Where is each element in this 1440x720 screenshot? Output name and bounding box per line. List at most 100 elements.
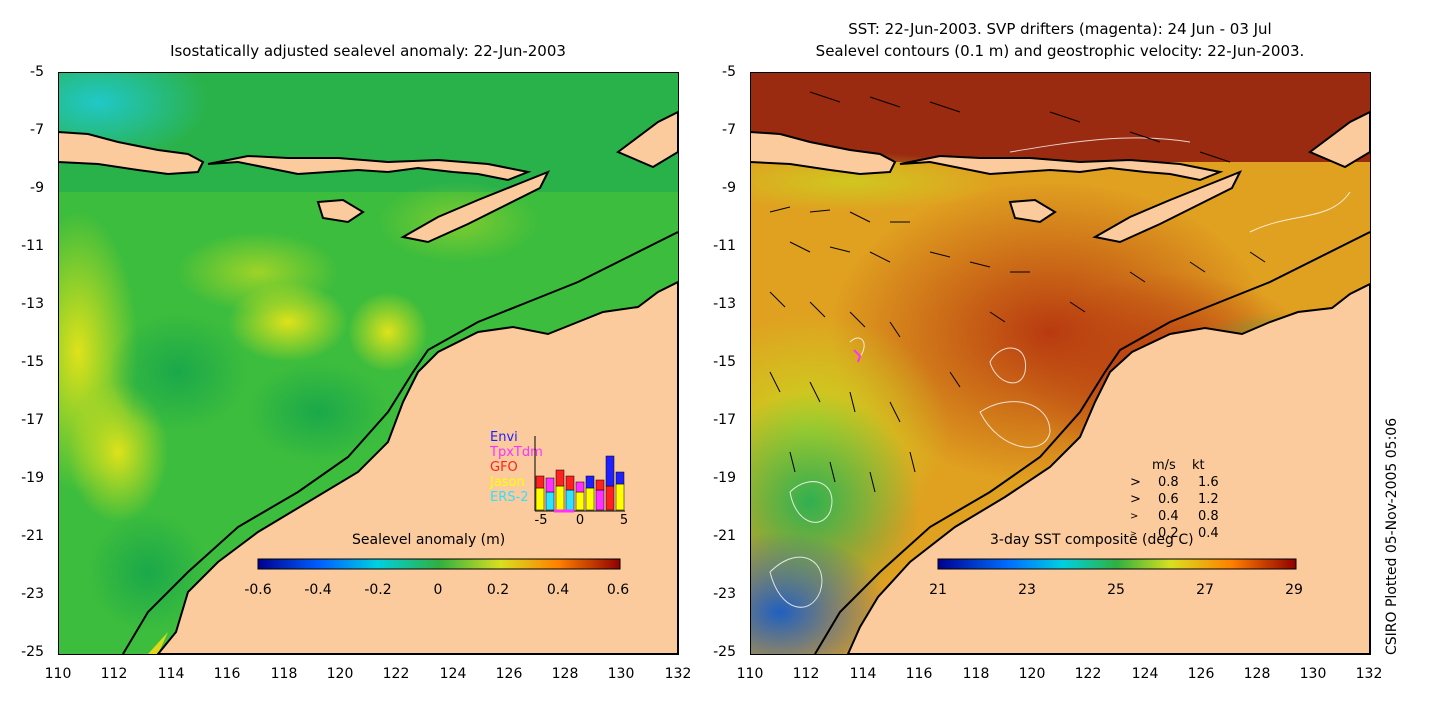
right-x-tick: 130 (1299, 666, 1327, 682)
left-x-tick: 122 (382, 666, 410, 682)
histogram-tick: 5 (619, 513, 629, 528)
right-colorbar-tick: 23 (1018, 582, 1036, 598)
right-y-tick: -23 (713, 586, 736, 602)
left-x-tick: 120 (326, 666, 354, 682)
shelf-break-contour (122, 231, 678, 654)
svp-drifter-track (853, 349, 862, 363)
left-y-tick: -23 (21, 586, 44, 602)
left-colorbar-tick: 0.2 (486, 582, 510, 598)
right-x-tick: 132 (1355, 666, 1383, 682)
sumba-island (316, 198, 365, 224)
right-colorbar-tick: 25 (1107, 582, 1125, 598)
sealevel-contours (769, 137, 1351, 608)
left-x-tick: 118 (270, 666, 298, 682)
right-y-tick: -15 (713, 354, 736, 370)
left-colorbar-label: Sealevel anomaly (m) (352, 532, 506, 548)
satellite-gfo: GFO (490, 460, 518, 475)
velocity-kt-value: 1.2 (1198, 492, 1219, 507)
right-x-tick: 110 (736, 666, 764, 682)
satellite-tpxtdm: TpxTdm (490, 445, 543, 460)
northern-island (616, 110, 678, 169)
right-y-tick: -9 (722, 180, 736, 196)
right-map-title-line2: Sealevel contours (0.1 m) and geostrophi… (815, 42, 1305, 60)
left-y-tick: -9 (30, 180, 44, 196)
velocity-ms-value: 0.4 (1158, 509, 1179, 524)
right-y-tick: -21 (713, 528, 736, 544)
left-colorbar-tick: 0 (433, 582, 443, 598)
left-y-tick: -15 (21, 354, 44, 370)
right-x-tick: 112 (792, 666, 820, 682)
left-x-tick: 110 (44, 666, 72, 682)
right-colorbar-tick: 29 (1285, 582, 1303, 598)
left-y-tick: -21 (21, 528, 44, 544)
satellite-jason: Jason (490, 475, 525, 490)
right-x-tick: 126 (1187, 666, 1215, 682)
velocity-legend-row: > 0.2 0.4 (1130, 525, 1219, 542)
velocity-ms-value: 0.2 (1158, 526, 1179, 541)
sumba-island (1008, 198, 1057, 224)
right-y-tick: -19 (713, 470, 736, 486)
right-y-tick: -13 (713, 296, 736, 312)
right-x-tick: 122 (1074, 666, 1102, 682)
left-x-tick: 112 (100, 666, 128, 682)
velocity-unit-ms: m/s (1152, 458, 1176, 473)
left-x-tick: 114 (157, 666, 185, 682)
left-colorbar-tick: -0.4 (304, 582, 332, 598)
left-y-tick: -11 (21, 238, 44, 254)
velocity-arrow-icon: > (1130, 475, 1141, 490)
velocity-legend: m/s kt > 0.8 1.6 > 0.6 1.2 > 0.4 0.8 > 0… (1130, 457, 1219, 542)
left-y-tick: -5 (30, 64, 44, 80)
java-island (750, 130, 897, 176)
left-x-tick: 124 (439, 666, 467, 682)
right-x-tick: 114 (849, 666, 877, 682)
lesser-sunda-islands (899, 154, 1224, 182)
left-y-tick: -13 (21, 296, 44, 312)
left-colorbar-tick: 0.6 (606, 582, 630, 598)
right-y-tick: -25 (713, 644, 736, 660)
geostrophic-velocity-arrows (769, 91, 1266, 493)
velocity-legend-header: m/s kt (1130, 457, 1219, 474)
right-map-title-line1: SST: 22-Jun-2003. SVP drifters (magenta)… (848, 20, 1272, 38)
left-colorbar-tick: 0.4 (546, 582, 570, 598)
right-map-frame (750, 72, 1371, 655)
right-y-tick: -11 (713, 238, 736, 254)
right-y-tick: -17 (713, 412, 736, 428)
velocity-kt-value: 0.4 (1198, 526, 1219, 541)
left-y-tick: -25 (21, 644, 44, 660)
left-x-tick: 130 (607, 666, 635, 682)
right-colorbar-label: 3-day SST composite (deg C) (990, 532, 1194, 548)
lesser-sunda-islands (207, 154, 532, 182)
velocity-legend-row: > 0.8 1.6 (1130, 474, 1219, 491)
velocity-arrow-icon: > (1130, 529, 1137, 538)
left-x-tick: 132 (664, 666, 692, 682)
left-x-tick: 116 (213, 666, 241, 682)
histogram-tick: -5 (534, 513, 548, 528)
left-map-title: Isostatically adjusted sealevel anomaly:… (170, 42, 566, 60)
credit-text: CSIRO Plotted 05-Nov-2005 05:06 (1384, 417, 1400, 655)
right-colorbar-tick: 21 (929, 582, 947, 598)
right-x-tick: 124 (1131, 666, 1159, 682)
velocity-arrow-icon: > (1130, 492, 1141, 507)
right-x-tick: 116 (905, 666, 933, 682)
satellite-coverage-histogram (534, 436, 625, 513)
velocity-kt-value: 0.8 (1198, 509, 1219, 524)
velocity-ms-value: 0.8 (1158, 475, 1179, 490)
velocity-legend-row: > 0.6 1.2 (1130, 491, 1219, 508)
right-x-tick: 128 (1243, 666, 1271, 682)
velocity-legend-row: > 0.4 0.8 (1130, 508, 1219, 525)
left-y-tick: -17 (21, 412, 44, 428)
left-y-tick: -19 (21, 470, 44, 486)
timor-island (400, 170, 551, 244)
java-island (58, 130, 205, 176)
satellite-envi: Envi (490, 430, 518, 445)
right-y-tick: -5 (722, 64, 736, 80)
sst-map (750, 72, 1370, 654)
velocity-arrow-icon: > (1130, 511, 1139, 522)
left-x-tick: 128 (551, 666, 579, 682)
velocity-unit-kt: kt (1192, 458, 1205, 473)
velocity-ms-value: 0.6 (1158, 492, 1179, 507)
left-y-tick: -7 (30, 122, 44, 138)
left-map-frame (58, 72, 679, 655)
timor-island (1092, 170, 1243, 244)
histogram-tick: 0 (575, 513, 585, 528)
